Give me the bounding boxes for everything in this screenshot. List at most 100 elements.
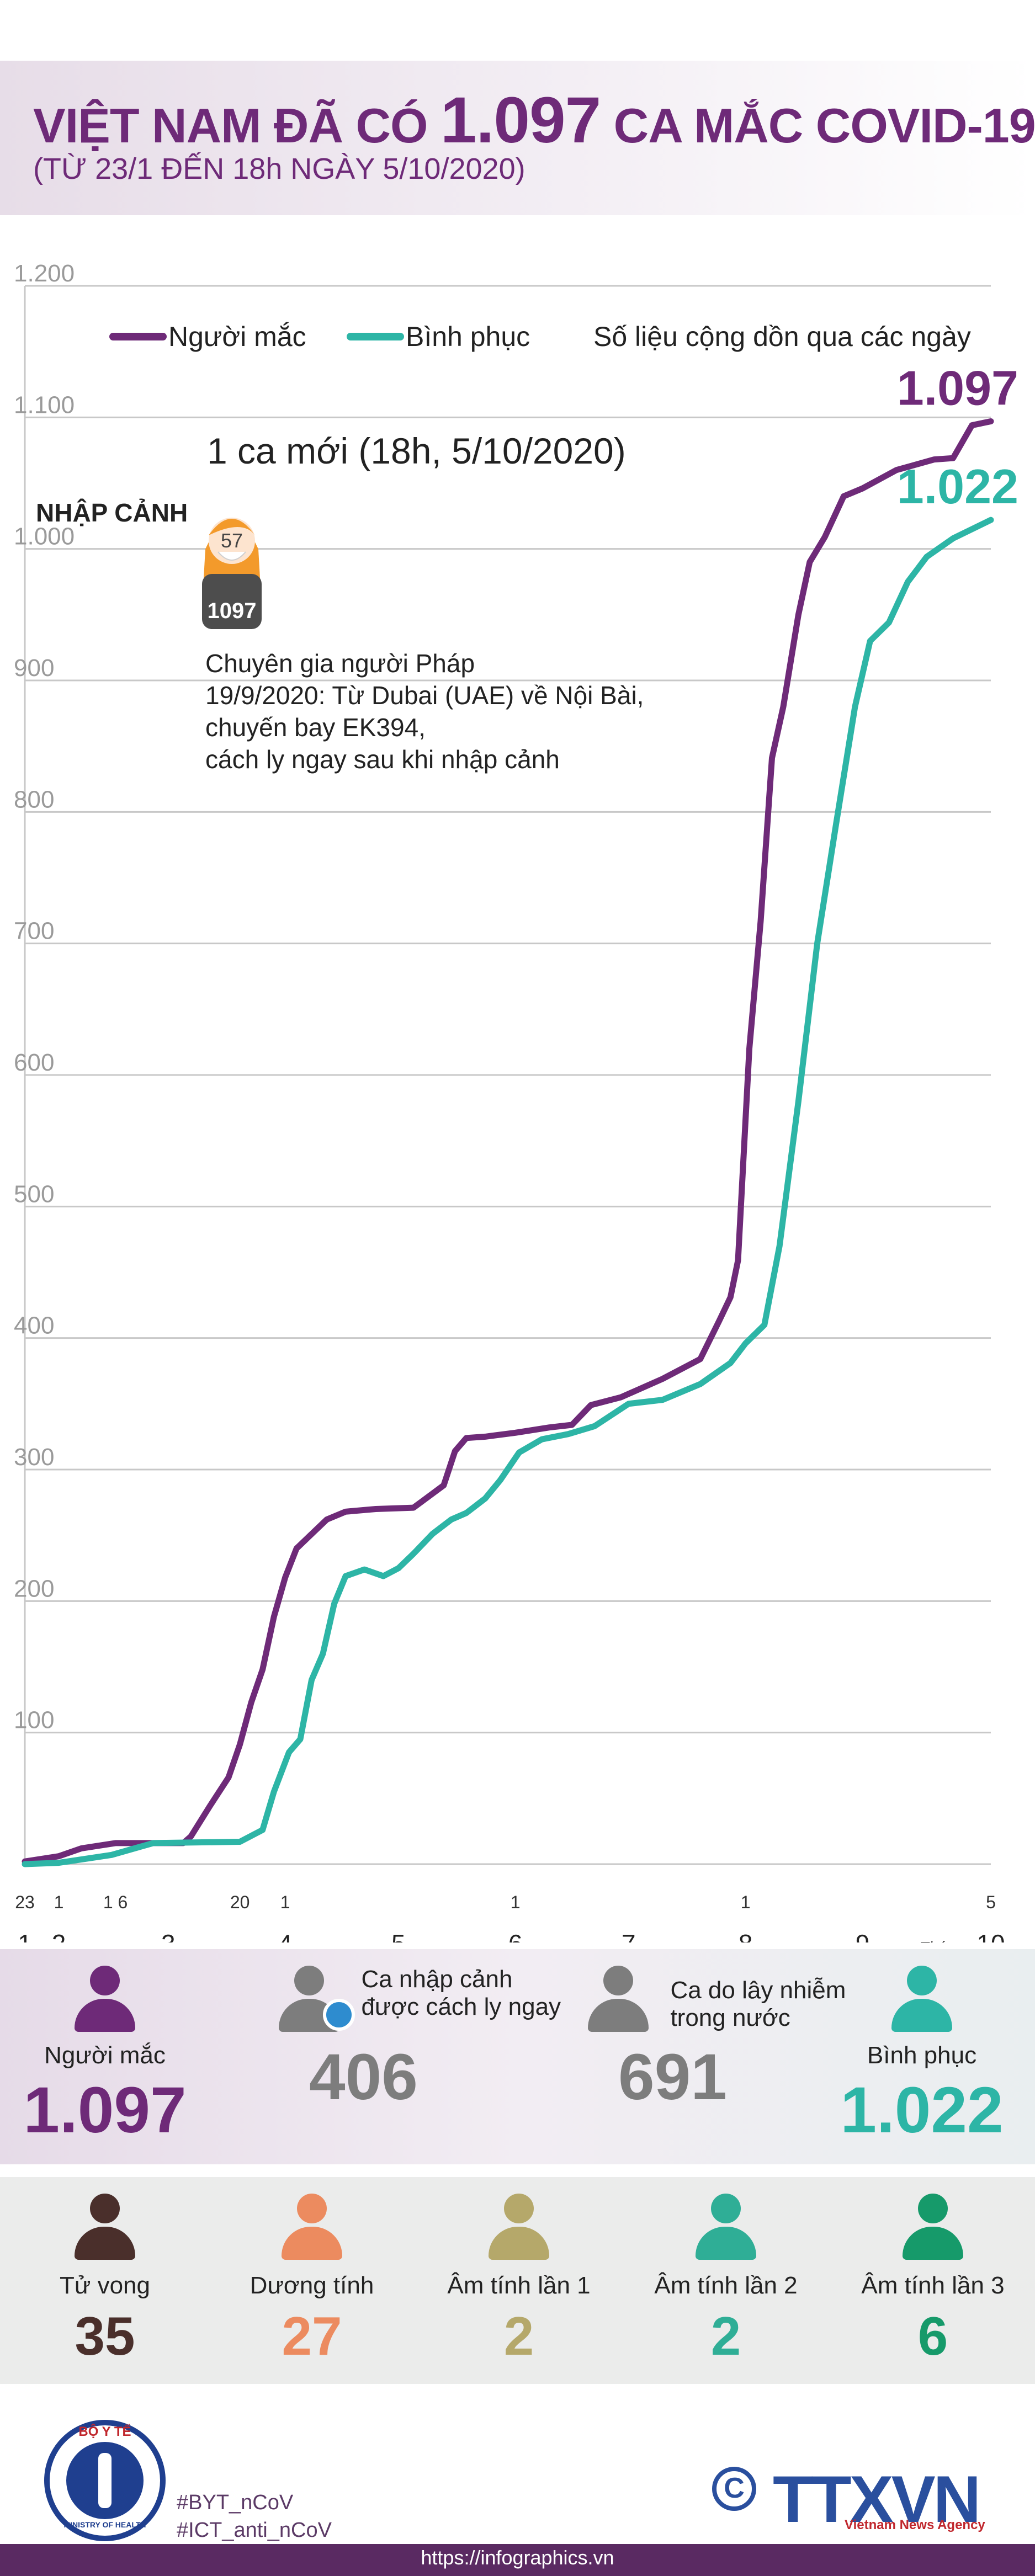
stat-imported: Ca nhập cảnh được cách ly ngay 406 [276, 1966, 574, 2115]
hashtags: #BYT_nCoV #ICT_anti_nCoV [177, 2489, 332, 2544]
secondary-stat-label: Âm tính lần 3 [861, 2272, 1005, 2299]
stat-recovered: Bình phục 1.022 [814, 1966, 1029, 2148]
person-icon [900, 2194, 966, 2260]
annotation-line-2: 19/9/2020: Từ Dubai (UAE) về Nội Bài, [205, 681, 644, 710]
secondary-stat-label: Dương tính [250, 2272, 374, 2299]
globe-icon [323, 1999, 355, 2031]
series-end-label-recovered: 1.022 [897, 459, 1018, 514]
patient-age: 57 [221, 529, 243, 552]
stat-domestic-label-2: trong nước [670, 2004, 790, 2031]
annotation-new-cases: 1 ca mới (18h, 5/10/2020) [207, 430, 626, 471]
secondary-stat-value: 2 [503, 2306, 534, 2366]
person-icon [693, 2194, 759, 2260]
footer-url-link[interactable]: https://infographics.vn [421, 2546, 614, 2569]
secondary-stats-band: Tử vong 35 Dương tính 27 Âm tính lần 1 2 Âm tí… [0, 2177, 1035, 2384]
secondary-stat: Dương tính 27 [229, 2194, 395, 2367]
caduceus-icon [98, 2453, 112, 2508]
secondary-stat-value: 27 [282, 2306, 342, 2366]
secondary-stat-value: 6 [917, 2306, 948, 2366]
ministry-top-text: BỘ Y TẾ [78, 2424, 131, 2439]
title-number: 1.097 [440, 84, 601, 157]
stat-imported-label-1: Ca nhập cảnh [361, 1966, 513, 1993]
x-month-tick-label: 6 [508, 1929, 523, 1942]
header-band [0, 61, 1035, 215]
person-recovered-icon [889, 1966, 955, 2032]
stat-recovered-value: 1.022 [840, 2074, 1004, 2147]
agency-logo: TTXVN [773, 2462, 981, 2536]
series-line-recovered [22, 517, 994, 1867]
stat-domestic-value: 691 [618, 2041, 727, 2114]
secondary-stat-label: Âm tính lần 1 [447, 2272, 591, 2299]
x-month-tick-label: 1 [18, 1929, 32, 1942]
stat-domestic-labels: Ca do lây nhiễm trong nước [670, 1977, 846, 2032]
footer-band [0, 2544, 1035, 2576]
title-prefix: VIỆT NAM ĐÃ CÓ [33, 98, 428, 153]
ministry-bottom-text: MINISTRY OF HEALTH [63, 2520, 146, 2529]
series-layer: 1.097 1.022 [22, 360, 1018, 1867]
secondary-stat: Âm tính lần 2 2 [643, 2194, 809, 2367]
y-tick-label: 1.000 [14, 523, 75, 550]
y-tick-label: 600 [14, 1049, 54, 1076]
y-tick-label: 800 [14, 786, 54, 813]
secondary-stat: Âm tính lần 1 2 [436, 2194, 602, 2367]
x-day-tick-label: 1 6 [103, 1892, 128, 1912]
copyright-icon: C [712, 2467, 756, 2511]
stat-infected-label: Người mắc [44, 2042, 166, 2069]
patient-id: 1097 [208, 599, 257, 623]
person-icon [486, 2194, 552, 2260]
x-month-tick-label: 3 [161, 1929, 176, 1942]
stat-imported-labels: Ca nhập cảnh được cách ly ngay [361, 1966, 561, 2021]
x-day-tick-label: 5 [986, 1892, 996, 1912]
x-month-tick-label: 10 [976, 1929, 1005, 1942]
y-tick-label: 1.100 [14, 391, 75, 418]
hashtag-byt[interactable]: #BYT_nCoV [177, 2491, 294, 2514]
annotation-line-4: cách ly ngay sau khi nhập cảnh [205, 745, 560, 774]
x-day-tick-label: 23 [15, 1892, 35, 1912]
stat-imported-value: 406 [309, 2041, 418, 2114]
annotation-line-3: chuyến bay EK394, [205, 713, 426, 742]
agency-english-name: Vietnam News Agency [845, 2518, 985, 2532]
secondary-stat-value: 2 [710, 2306, 741, 2366]
person-domestic-icon [585, 1966, 651, 2032]
y-tick-label: 900 [14, 654, 54, 682]
y-tick-label: 300 [14, 1444, 54, 1471]
person-icon [279, 2194, 345, 2260]
patient-female-icon [202, 518, 262, 629]
x-month-tick-label: 9 [856, 1929, 870, 1942]
y-tick-label: 1.200 [14, 260, 75, 287]
main-stats-band: Người mắc 1.097 Ca nhập cảnh được cách l… [0, 1949, 1035, 2164]
person-imported-icon [276, 1966, 355, 2032]
person-infected-icon [72, 1966, 138, 2032]
annotation-category: NHẬP CẢNH [36, 498, 188, 527]
page-subtitle: (TỪ 23/1 ĐẾN 18h NGÀY 5/10/2020) [33, 152, 526, 185]
stat-recovered-label: Bình phục [867, 2042, 977, 2069]
person-icon [72, 2194, 138, 2260]
x-month-axis-label: Tháng [920, 1939, 964, 1942]
y-tick-label: 400 [14, 1312, 54, 1339]
x-day-tick-label: 1 [511, 1892, 521, 1912]
y-tick-label: 700 [14, 918, 54, 945]
y-tick-label: 100 [14, 1707, 54, 1734]
series-end-label-infected: 1.097 [897, 360, 1018, 415]
series-line-infected [22, 418, 994, 1865]
ministry-logo: BỘ Y TẾ MINISTRY OF HEALTH [44, 2420, 166, 2541]
stat-domestic: Ca do lây nhiễm trong nước 691 [585, 1966, 872, 2115]
stat-domestic-label-1: Ca do lây nhiễm [670, 1977, 846, 2004]
legend-infected-label: Người mắc [168, 321, 306, 352]
x-day-tick-label: 20 [230, 1892, 250, 1912]
x-day-tick-label: 1 [54, 1892, 64, 1912]
y-tick-label: 500 [14, 1180, 54, 1207]
stat-infected-value: 1.097 [23, 2074, 187, 2147]
secondary-stat-value: 35 [75, 2306, 135, 2366]
cumulative-cases-chart: 1.2001.1001.0009008007006005004003002001… [14, 260, 1018, 1942]
annotation-line-1: Chuyên gia người Pháp [205, 649, 475, 678]
hashtag-ict[interactable]: #ICT_anti_nCoV [177, 2519, 332, 2542]
x-day-tick-label: 1 [741, 1892, 751, 1912]
stat-imported-label-2: được cách ly ngay [361, 1993, 561, 2020]
legend-note: Số liệu cộng dồn qua các ngày [593, 321, 971, 352]
y-tick-label: 200 [14, 1575, 54, 1602]
title-suffix: CA MẮC COVID-19 [613, 98, 1035, 153]
annotation: 1 ca mới (18h, 5/10/2020) NHẬP CẢNH 57 1… [36, 430, 644, 774]
y-axis-ticks: 1.200 1.100 1.000 900 800 700 600 500 400 300 200 1… [14, 260, 75, 1734]
